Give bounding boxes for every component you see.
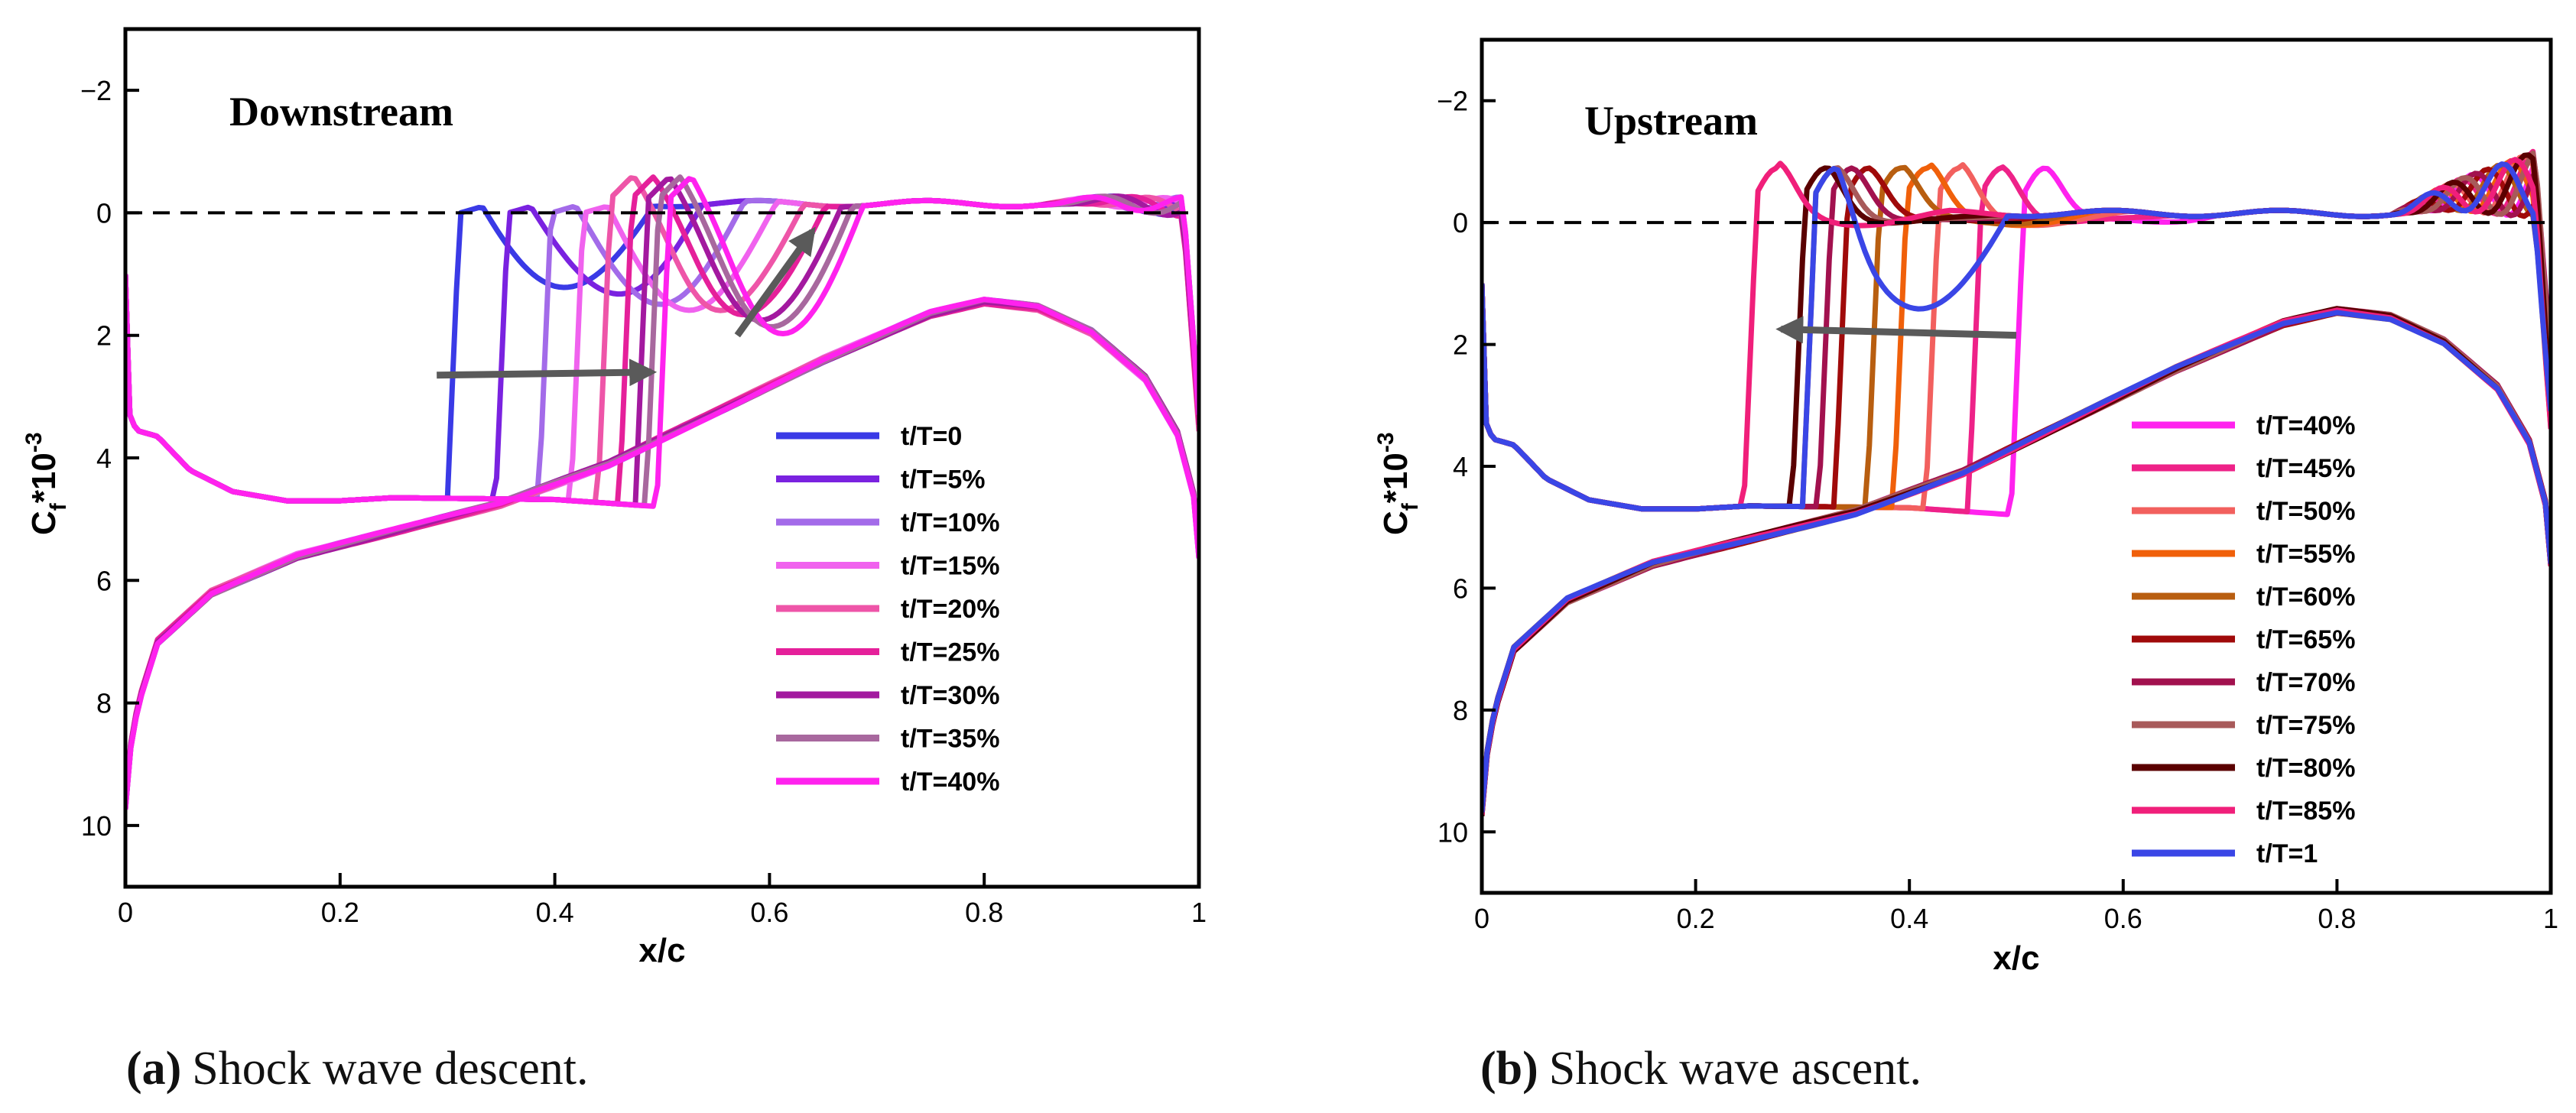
x-tick-label: 0 — [1474, 903, 1489, 934]
legend-label: t/T=0 — [901, 422, 962, 451]
series-line-upper — [124, 176, 1200, 509]
legend-label: t/T=50% — [2256, 497, 2355, 526]
panel-title: Downstream — [229, 89, 453, 135]
y-tick-label: 10 — [1437, 816, 1468, 848]
legend-label: t/T=30% — [901, 681, 999, 710]
panel-title: Upstream — [1584, 98, 1758, 144]
plot-frame — [123, 27, 1201, 889]
caption-b-text: Shock wave ascent. — [1549, 1043, 1921, 1095]
legend-label: t/T=35% — [901, 725, 999, 754]
plot-frame — [1480, 37, 2553, 895]
y-tick-label: 6 — [1453, 573, 1468, 604]
caption-a: (a) Shock wave descent. — [126, 1043, 589, 1095]
y-axis-title-sub: f — [1398, 502, 1423, 511]
curves-group — [124, 174, 1200, 810]
legend-label: t/T=10% — [901, 508, 999, 537]
shock-direction-arrow — [734, 226, 816, 338]
x-tick-label: 0.2 — [1677, 903, 1715, 934]
legend-label: t/T=75% — [2256, 711, 2355, 740]
series-line-lower — [1480, 310, 2552, 813]
y-tick-label: 0 — [96, 197, 112, 229]
caption-b-key: (b) — [1480, 1043, 1538, 1095]
y-axis-ticks: −2 0 2 4 6 8 10 — [80, 75, 139, 842]
chart-panel-upstream: 0 0.2 0.4 0.6 0.8 1 −2 0 2 4 6 8 10 Upstream x/c Cf… — [1373, 37, 2558, 977]
y-tick-label: 10 — [81, 810, 112, 842]
x-axis-ticks: 0 0.2 0.4 0.6 0.8 1 — [1474, 879, 2558, 934]
y-axis-title-main: C — [25, 511, 63, 535]
y-tick-label: 4 — [1453, 451, 1468, 482]
y-tick-label: 2 — [96, 320, 112, 352]
x-tick-label: 0.8 — [2318, 903, 2356, 934]
x-tick-label: 0.2 — [321, 897, 359, 928]
y-tick-label: 8 — [96, 688, 112, 719]
x-tick-label: 1 — [2543, 903, 2558, 934]
x-tick-label: 0.6 — [750, 897, 788, 928]
y-axis-title-sup: -3 — [21, 432, 47, 453]
caption-b: (b) Shock wave ascent. — [1480, 1043, 1921, 1095]
curves-group — [1480, 148, 2552, 816]
series-line-upper — [1480, 161, 2552, 512]
y-axis-title-main: C — [1377, 511, 1415, 535]
shock-direction-arrow — [1775, 316, 2017, 344]
legend-label: t/T=55% — [2256, 540, 2355, 569]
y-tick-label: 2 — [1453, 329, 1468, 361]
y-tick-label: 0 — [1453, 207, 1468, 238]
caption-a-key: (a) — [126, 1043, 181, 1095]
legend-label: t/T=20% — [901, 595, 999, 624]
x-tick-label: 0.4 — [1890, 903, 1928, 934]
y-axis-title-rest: *10 — [25, 453, 63, 503]
x-tick-label: 1 — [1191, 897, 1207, 928]
y-axis-title-sup: -3 — [1373, 432, 1398, 453]
shock-arrows — [437, 226, 816, 387]
legend-label: t/T=85% — [2256, 797, 2355, 826]
legend-label: t/T=40% — [2256, 411, 2355, 440]
legend-label: t/T=70% — [2256, 668, 2355, 697]
legend-label: t/T=5% — [901, 466, 986, 495]
y-tick-label: 4 — [96, 443, 112, 474]
legend-label: t/T=1 — [2256, 839, 2318, 868]
x-tick-label: 0.4 — [536, 897, 574, 928]
y-tick-label: −2 — [1437, 86, 1468, 117]
shock-arrows — [1775, 316, 2017, 344]
y-axis-title-rest: *10 — [1377, 453, 1415, 503]
legend-label: t/T=25% — [901, 638, 999, 667]
legend: t/T=0 t/T=5% t/T=10% t/T=15% t/T=20% t/T=25% t… — [776, 422, 999, 797]
y-axis-title: Cf*10-3 — [1373, 432, 1423, 535]
y-axis-ticks: −2 0 2 4 6 8 10 — [1437, 86, 1496, 848]
x-tick-label: 0 — [118, 897, 133, 928]
y-tick-label: 8 — [1453, 695, 1468, 726]
x-axis-ticks: 0 0.2 0.4 0.6 0.8 1 — [118, 873, 1207, 928]
legend: t/T=40% t/T=45% t/T=50% t/T=55% t/T=60% t/T=6… — [2132, 411, 2355, 868]
legend-label: t/T=60% — [2256, 582, 2355, 612]
legend-label: t/T=80% — [2256, 754, 2355, 783]
x-axis-title: x/c — [1993, 939, 2039, 977]
x-tick-label: 0.6 — [2104, 903, 2142, 934]
legend-label: t/T=40% — [901, 767, 999, 797]
y-tick-label: −2 — [80, 75, 112, 106]
caption-a-text: Shock wave descent. — [192, 1043, 588, 1095]
legend-label: t/T=65% — [2256, 625, 2355, 654]
y-tick-label: 6 — [96, 565, 112, 596]
legend-label: t/T=45% — [2256, 454, 2355, 483]
y-axis-title: Cf*10-3 — [21, 432, 71, 535]
y-axis-title-sub: f — [46, 502, 71, 511]
shock-direction-arrow — [437, 359, 658, 387]
legend-label: t/T=15% — [901, 552, 999, 581]
x-tick-label: 0.8 — [965, 897, 1003, 928]
x-axis-title: x/c — [638, 932, 685, 969]
